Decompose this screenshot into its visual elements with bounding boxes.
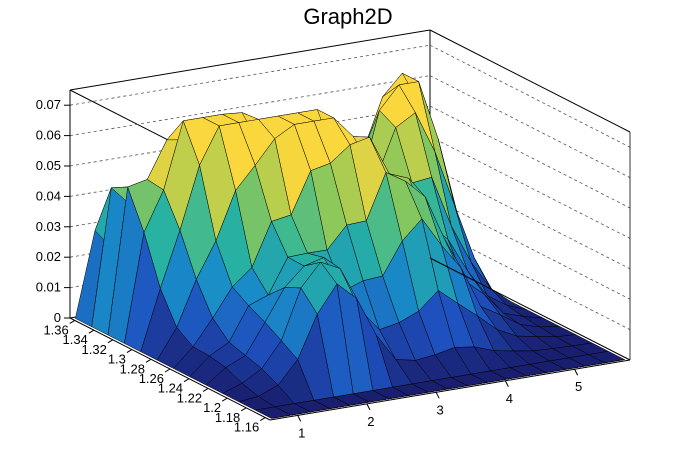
- y-tick-label: 1.3: [108, 352, 126, 367]
- front-bottom-edge: [269, 359, 631, 421]
- y-tick-label: 1.36: [43, 322, 68, 337]
- x-tick-label: 5: [575, 379, 582, 394]
- z-gridline-right: [429, 136, 631, 239]
- z-tick-label: 0: [54, 310, 61, 325]
- y-tick: [107, 339, 114, 344]
- z-axis: 0 0.01 0.02 0.03 0.04 0.05 0.06 0.07: [36, 97, 70, 325]
- z-gridline-back: [69, 75, 431, 136]
- y-tick: [202, 387, 209, 392]
- z-tick-label: 0.05: [36, 158, 61, 173]
- y-tick: [126, 349, 133, 354]
- y-tick-label: 1.26: [139, 371, 164, 386]
- x-tick: [435, 392, 440, 399]
- y-tick-label: 1.28: [120, 361, 145, 376]
- y-tick-label: 1.22: [177, 390, 202, 405]
- y-tick-label: 1.18: [215, 410, 240, 425]
- chart-title: Graph2D: [303, 4, 393, 29]
- z-gridline-right: [429, 196, 631, 300]
- z-gridline-right: [429, 44, 631, 148]
- surface-skirt: [604, 359, 625, 364]
- right-top-edge: [429, 29, 631, 133]
- back-top-edge: [69, 29, 431, 91]
- y-axis: 1.161.181.21.221.241.261.281.31.321.341.…: [43, 319, 266, 435]
- y-tick: [183, 378, 190, 383]
- x-tick: [504, 380, 509, 387]
- x-tick-label: 2: [367, 414, 374, 429]
- y-tick-label: 1.24: [158, 381, 183, 396]
- z-tick-label: 0.07: [36, 97, 61, 112]
- x-tick: [574, 369, 579, 376]
- x-tick: [366, 403, 371, 411]
- z-tick-label: 0.06: [36, 128, 61, 143]
- y-tick: [221, 397, 228, 402]
- z-tick-label: 0.03: [36, 219, 61, 234]
- z-gridline-right: [429, 166, 631, 270]
- y-tick: [259, 417, 266, 422]
- y-tick: [145, 358, 152, 363]
- x-tick-label: 1: [298, 425, 305, 440]
- y-tick: [69, 319, 76, 324]
- x-axis: 1 2 3 4 5: [297, 369, 582, 440]
- y-tick: [88, 329, 95, 334]
- z-gridline-right: [429, 75, 631, 178]
- x-tick-label: 3: [437, 402, 444, 417]
- z-gridline-right: [429, 105, 631, 209]
- surface-mesh: [75, 72, 626, 419]
- y-tick: [164, 368, 171, 373]
- x-tick-label: 4: [506, 391, 513, 406]
- x-tick: [297, 415, 302, 422]
- z-tick-label: 0.02: [36, 249, 61, 264]
- z-tick-label: 0.01: [36, 280, 61, 295]
- y-tick-label: 1.2: [203, 400, 221, 415]
- z-tick-label: 0.04: [36, 188, 61, 203]
- z-gridline-back: [69, 44, 431, 106]
- y-tick-label: 1.34: [62, 332, 87, 347]
- y-tick-label: 1.32: [82, 342, 107, 357]
- y-tick-label: 1.16: [234, 420, 259, 435]
- front-frame: [69, 90, 631, 421]
- right-bottom-edge: [429, 257, 631, 361]
- y-tick: [240, 407, 247, 412]
